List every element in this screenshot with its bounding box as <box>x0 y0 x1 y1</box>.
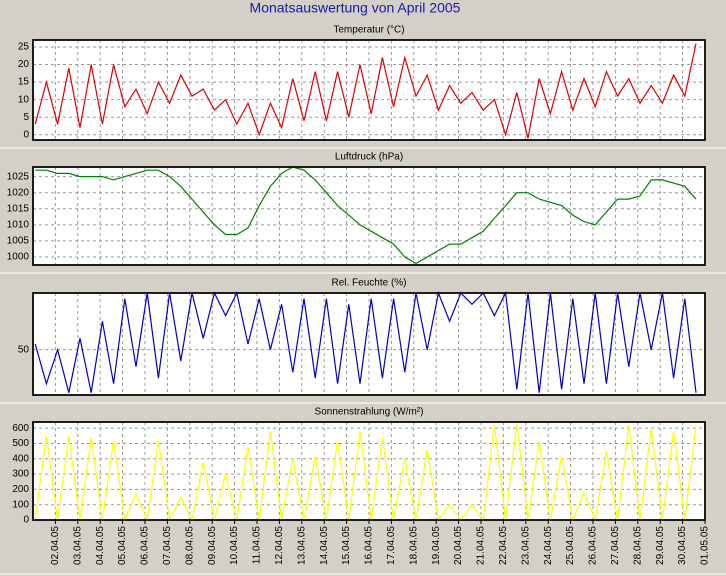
y-tick-label: 1010 <box>7 219 30 230</box>
x-tick-label: 21.04.05 <box>476 526 487 565</box>
plot-border <box>32 421 706 521</box>
x-tick-label: 08.04.05 <box>184 526 195 565</box>
x-tick-label: 07.04.05 <box>162 526 173 565</box>
y-tick-label: 20 <box>18 59 30 70</box>
x-tick-label: 24.04.05 <box>543 526 554 565</box>
x-tick-label: 16.04.05 <box>364 526 375 565</box>
y-tick-label: 200 <box>12 484 29 495</box>
x-tick-label: 27.04.05 <box>610 526 621 565</box>
panel-title: Luftdruck (hPa) <box>335 152 403 163</box>
x-tick-label: 25.04.05 <box>565 526 576 565</box>
y-tick-label: 15 <box>18 77 30 88</box>
x-tick-label: 14.04.05 <box>319 526 330 565</box>
y-tick-label: 0 <box>23 515 29 526</box>
data-line <box>34 423 697 523</box>
data-line <box>34 43 697 139</box>
x-tick-label: 28.04.05 <box>632 526 643 565</box>
y-tick-label: 1020 <box>7 187 30 198</box>
plot-border <box>32 166 706 266</box>
x-tick-label: 13.04.05 <box>296 526 307 565</box>
x-tick-label: 11.04.05 <box>252 526 263 565</box>
x-tick-label: 30.04.05 <box>677 526 688 565</box>
plot-border <box>32 39 706 141</box>
y-tick-label: 50 <box>18 344 30 355</box>
y-tick-label: 300 <box>12 469 29 480</box>
x-tick-label: 06.04.05 <box>140 526 151 565</box>
x-tick-label: 18.04.05 <box>408 526 419 565</box>
page-title: Monatsauswertung von April 2005 <box>250 0 461 16</box>
y-tick-label: 400 <box>12 453 29 464</box>
panel-title: Temperatur (°C) <box>333 25 404 36</box>
x-tick-label: 03.04.05 <box>72 526 83 565</box>
data-line <box>35 166 697 265</box>
y-tick-label: 1025 <box>7 171 30 182</box>
panel-title: Sonnenstrahlung (W/m²) <box>315 407 424 418</box>
x-tick-label: 10.04.05 <box>229 526 240 565</box>
y-tick-label: 0 <box>23 129 29 140</box>
data-line <box>34 290 697 393</box>
y-tick-label: 5 <box>23 112 29 123</box>
y-tick-label: 1015 <box>7 203 30 214</box>
plot-border <box>32 292 706 396</box>
x-tick-label: 04.04.05 <box>95 526 106 565</box>
x-tick-label: 17.04.05 <box>386 526 397 565</box>
x-tick-label: 01.05.05 <box>700 526 711 565</box>
x-tick-label: 23.04.05 <box>520 526 531 565</box>
y-tick-label: 1005 <box>7 236 30 247</box>
x-tick-label: 02.04.05 <box>50 526 61 565</box>
y-tick-label: 10 <box>18 94 30 105</box>
x-tick-label: 22.04.05 <box>498 526 509 565</box>
x-tick-label: 20.04.05 <box>453 526 464 565</box>
x-tick-label: 12.04.05 <box>274 526 285 565</box>
y-tick-label: 100 <box>12 499 29 510</box>
x-tick-label: 15.04.05 <box>341 526 352 565</box>
x-tick-label: 09.04.05 <box>207 526 218 565</box>
panel-title: Rel. Feuchte (%) <box>331 278 406 289</box>
x-tick-label: 19.04.05 <box>431 526 442 565</box>
x-tick-label: 26.04.05 <box>588 526 599 565</box>
x-tick-label: 05.04.05 <box>117 526 128 565</box>
y-tick-label: 600 <box>12 423 29 434</box>
y-tick-label: 1000 <box>7 252 30 263</box>
y-tick-label: 25 <box>18 42 30 53</box>
x-tick-label: 29.04.05 <box>655 526 666 565</box>
y-tick-label: 500 <box>12 438 29 449</box>
